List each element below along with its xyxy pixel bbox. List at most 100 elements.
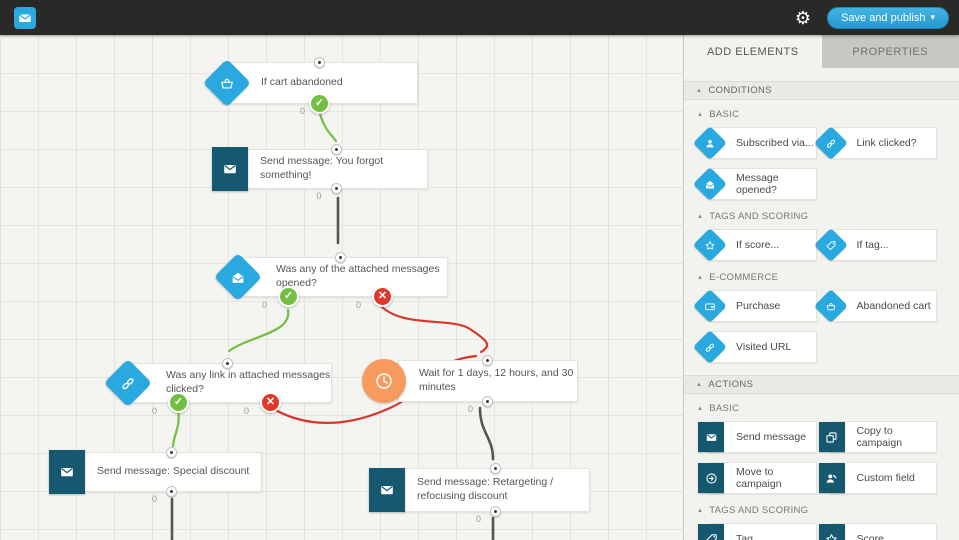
envelope-open-icon [693, 167, 727, 201]
palette-item-tag[interactable]: Tag [698, 523, 817, 540]
section-header-conditions[interactable]: ▲ CONDITIONS [684, 81, 959, 100]
group-header-actions-tags-scoring[interactable]: ▲ TAGS AND SCORING [697, 505, 959, 516]
topbar: ⚙ Save and publish ▾ [0, 0, 959, 35]
input-port[interactable] [166, 447, 177, 458]
yes-output-badge[interactable]: ✓ [309, 93, 330, 114]
palette-item-link-clicked[interactable]: Link clicked? [813, 126, 937, 160]
node-send-message-retargeting[interactable]: Send message: Retargeting / refocusing d… [369, 463, 590, 524]
input-port[interactable] [334, 252, 346, 263]
palette-item-copy-to-campaign[interactable]: Copy to campaign [818, 421, 937, 453]
star-icon [693, 228, 727, 262]
check-icon: ✓ [173, 396, 184, 409]
no-count: 0 [244, 406, 250, 417]
yes-count: 0 [300, 106, 306, 117]
node-wait[interactable]: Wait for 1 days, 12 hours, and 30 minute… [362, 355, 578, 414]
check-icon: ✓ [283, 290, 294, 303]
yes-output-badge[interactable]: ✓ [168, 392, 189, 413]
node-label: If cart abandoned [261, 76, 343, 89]
palette-item-score[interactable]: Score [818, 523, 937, 540]
item-label: Copy to campaign [856, 424, 903, 449]
group-items: Tag Score [684, 523, 959, 540]
palette-item-send-message[interactable]: Send message [698, 421, 817, 453]
node-send-message-forgot[interactable]: Send message: You forgot something! 0 [212, 144, 428, 201]
gear-icon[interactable]: ⚙ [794, 7, 812, 28]
tab-properties[interactable]: PROPERTIES [821, 35, 959, 68]
item-label: Subscribed via... [736, 136, 814, 149]
item-label: Link clicked? [856, 136, 917, 149]
group-header-actions-basic[interactable]: ▲ BASIC [697, 403, 959, 414]
no-output-badge[interactable]: ✕ [260, 392, 281, 413]
out-count: 0 [316, 191, 322, 202]
check-icon: ✓ [314, 97, 325, 110]
group-label: BASIC [709, 109, 740, 120]
group-header-ecommerce[interactable]: ▲ E-COMMERCE [697, 272, 959, 283]
group-items: Send message Copy to campaign Move to ca… [684, 421, 959, 496]
person-edit-icon [818, 463, 845, 493]
group-header-basic[interactable]: ▲ BASIC [697, 109, 959, 120]
cross-icon: ✕ [377, 290, 388, 303]
section-label: CONDITIONS [708, 85, 772, 96]
input-port[interactable] [330, 144, 342, 155]
group-items: If score... If tag... [684, 228, 959, 263]
envelope-icon [698, 422, 724, 452]
palette-item-custom-field[interactable]: Custom field [818, 462, 937, 494]
person-icon [693, 126, 727, 160]
output-port[interactable] [166, 486, 177, 497]
tab-add-elements[interactable]: ADD ELEMENTS [706, 45, 799, 58]
cart-icon [813, 289, 848, 323]
group-header-tags-scoring[interactable]: ▲ TAGS AND SCORING [697, 211, 959, 222]
item-label: Purchase [736, 299, 781, 312]
group-label: BASIC [709, 403, 740, 414]
cart-icon [202, 58, 252, 108]
item-label: Visited URL [736, 340, 792, 353]
group-label: E-COMMERCE [709, 272, 779, 283]
panel-tabbar: ADD ELEMENTS PROPERTIES [684, 35, 959, 68]
palette-item-purchase[interactable]: Purchase [693, 289, 817, 323]
input-port[interactable] [221, 358, 233, 369]
palette-item-message-opened[interactable]: Message opened? [693, 167, 817, 201]
output-port[interactable] [482, 396, 493, 407]
collapse-arrow-icon: ▲ [697, 405, 704, 412]
group-items: Subscribed via... Link clicked? Message … [684, 126, 959, 202]
node-message-opened[interactable]: Was any of the attached messages opened?… [213, 252, 448, 310]
collapse-arrow-icon: ▲ [697, 507, 704, 514]
palette-item-if-tag[interactable]: If tag... [813, 228, 937, 262]
yes-output-badge[interactable]: ✓ [278, 286, 299, 307]
output-port[interactable] [330, 183, 342, 194]
node-label: Was any link in attached messages clicke… [166, 369, 331, 395]
output-port[interactable] [490, 506, 501, 517]
palette-item-abandoned-cart[interactable]: Abandoned cart [813, 289, 937, 323]
node-label: Send message: Special discount [97, 465, 250, 478]
palette-item-subscribed-via[interactable]: Subscribed via... [693, 126, 817, 160]
palette-item-visited-url[interactable]: Visited URL [693, 330, 817, 364]
no-output-badge[interactable]: ✕ [372, 286, 393, 307]
item-label: Tag [736, 532, 753, 540]
input-port[interactable] [314, 57, 325, 68]
link-icon [813, 126, 848, 160]
palette-item-move-to-campaign[interactable]: Move to campaign [698, 462, 817, 494]
save-and-publish-button[interactable]: Save and publish ▾ [827, 6, 949, 29]
collapse-arrow-icon: ▲ [697, 274, 704, 281]
item-label: Message opened? [736, 171, 779, 196]
collapse-arrow-icon: ▲ [697, 213, 704, 220]
node-label: Send message: Retargeting / refocusing d… [417, 476, 553, 502]
no-count: 0 [356, 300, 362, 311]
section-header-actions[interactable]: ▲ ACTIONS [684, 375, 959, 394]
node-if-cart-abandoned[interactable]: If cart abandoned ✓ 0 [202, 57, 418, 116]
node-link-clicked[interactable]: Was any link in attached messages clicke… [103, 358, 332, 416]
node-label: Wait for 1 days, 12 hours, and 30 minute… [419, 367, 574, 393]
input-port[interactable] [482, 355, 493, 366]
collapse-arrow-icon: ▲ [696, 87, 703, 94]
input-port[interactable] [490, 463, 501, 474]
palette-item-if-score[interactable]: If score... [693, 228, 817, 262]
workflow-canvas[interactable]: If cart abandoned ✓ 0 Send message: You … [0, 35, 683, 540]
app-logo-icon[interactable] [14, 6, 36, 29]
node-send-message-special-discount[interactable]: Send message: Special discount 0 [49, 447, 262, 504]
yes-count: 0 [152, 406, 158, 417]
group-items: Purchase Abandoned cart Visited URL [684, 289, 959, 365]
out-count: 0 [476, 514, 482, 525]
item-label: Custom field [856, 471, 915, 484]
elements-panel: ADD ELEMENTS PROPERTIES ▲ CONDITIONS ▲ B… [683, 35, 959, 540]
yes-count: 0 [262, 300, 268, 311]
caret-down-icon: ▾ [930, 12, 935, 22]
